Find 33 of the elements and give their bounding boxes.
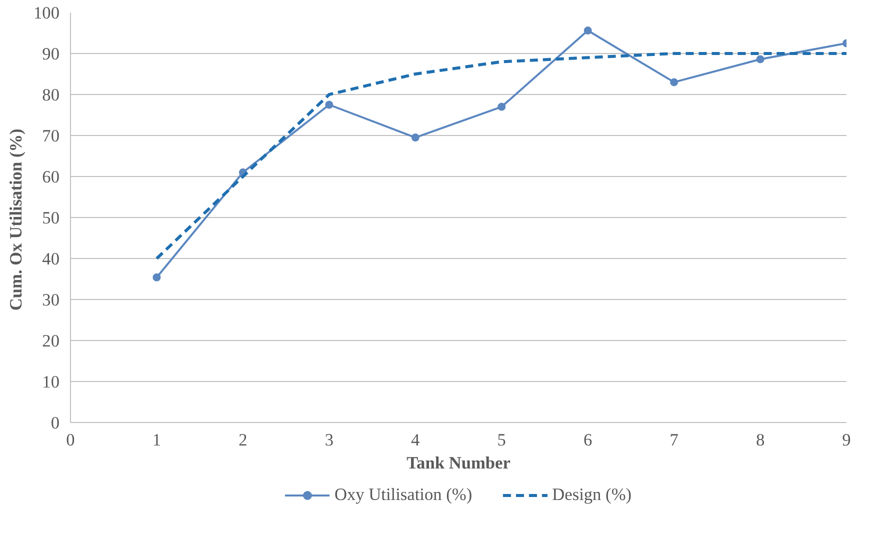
y-tick-label: 10 xyxy=(42,372,60,392)
x-tick-label: 4 xyxy=(411,430,420,450)
x-tick-label: 0 xyxy=(66,430,75,450)
point xyxy=(756,55,764,64)
point xyxy=(498,102,506,111)
x-axis-title: Tank Number xyxy=(406,454,511,472)
point xyxy=(584,26,592,35)
y-tick-label: 40 xyxy=(42,250,60,268)
point xyxy=(411,134,420,142)
x-tick-label: 6 xyxy=(584,430,592,450)
y-tick-label: 0 xyxy=(50,414,60,432)
y-tick-label: 20 xyxy=(42,332,60,350)
legend-label: Design (%) xyxy=(552,485,632,505)
y-tick-label: 100 xyxy=(34,4,60,22)
point xyxy=(325,100,334,109)
y-tick-label: 80 xyxy=(42,86,60,104)
x-tick-label: 5 xyxy=(497,430,506,450)
y-tick-label: 30 xyxy=(42,290,60,310)
x-tick-label: 3 xyxy=(324,430,334,450)
y-tick-label: 50 xyxy=(42,208,60,228)
x-tick-label: 7 xyxy=(670,430,679,450)
y-tick-label: 70 xyxy=(42,126,60,146)
point xyxy=(152,273,161,282)
x-tick-label: 8 xyxy=(756,430,765,450)
point xyxy=(670,78,678,86)
y-tick-label: 60 xyxy=(42,168,60,186)
y-axis-title: Cum. Ox Utilisation (%) xyxy=(6,128,26,311)
line-series xyxy=(155,52,846,260)
x-tick-label: 1 xyxy=(152,430,162,450)
legend-label: Oxy Utilisation (%) xyxy=(334,485,472,505)
x-tick-label: 2 xyxy=(238,430,248,450)
x-tick-label: 9 xyxy=(842,430,851,450)
y-tick-label: 90 xyxy=(42,44,60,64)
